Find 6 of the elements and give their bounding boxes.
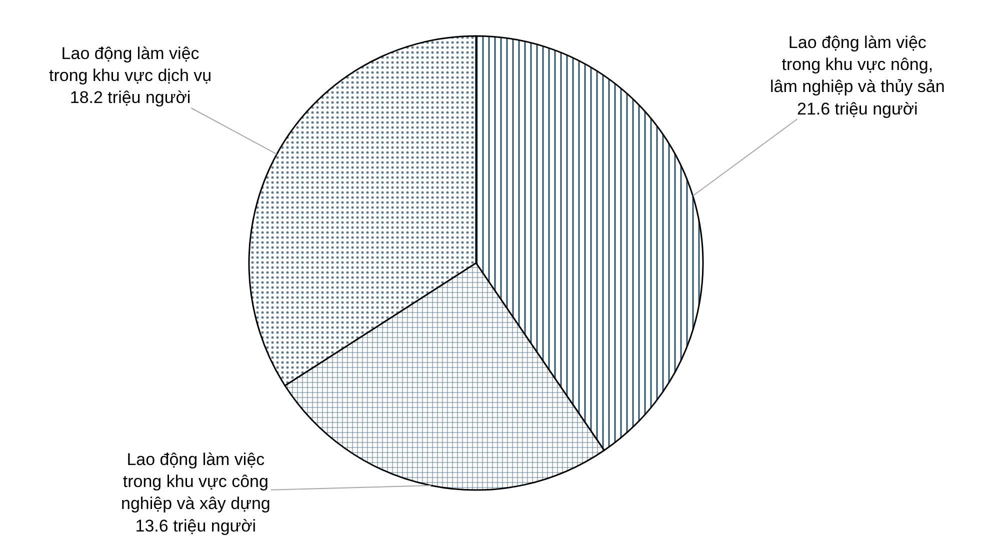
slice-label: Lao động làm việc trong khu vực công nghiệp và xây dựng <box>121 450 270 514</box>
data-label: 13.6 triệu người <box>135 516 256 536</box>
data-label: 21.6 triệu người <box>797 99 918 118</box>
slice-label: Lao động làm việc trong khu vực dịch vụ <box>49 44 212 86</box>
slice-label: Lao động làm việc trong khu vực nông, lâm nghiệp và thủy sản <box>770 33 945 96</box>
data-label: 18.2 triệu người <box>70 88 191 108</box>
